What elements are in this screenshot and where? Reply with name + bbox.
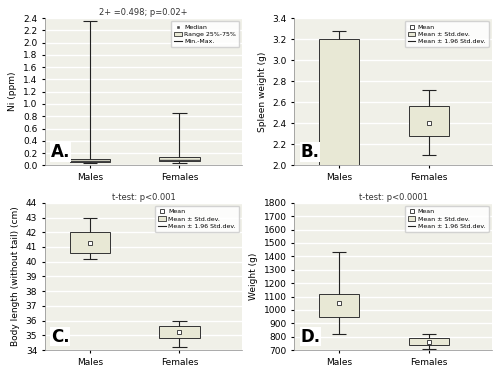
Y-axis label: Weight (g): Weight (g)	[249, 253, 258, 300]
Text: B.: B.	[300, 143, 320, 161]
Y-axis label: Body length (without tail) (cm): Body length (without tail) (cm)	[11, 207, 20, 346]
Legend: Mean, Mean ± Std.dev., Mean ± 1.96 Std.dev.: Mean, Mean ± Std.dev., Mean ± 1.96 Std.d…	[155, 206, 239, 232]
Bar	[408, 338, 449, 345]
Title: 2+ =0.498; p=0.02+: 2+ =0.498; p=0.02+	[100, 8, 188, 17]
Text: C.: C.	[51, 328, 70, 346]
Y-axis label: Ni (ppm): Ni (ppm)	[8, 72, 18, 111]
Legend: Mean, Mean ± Std.dev., Mean ± 1.96 Std.dev.: Mean, Mean ± Std.dev., Mean ± 1.96 Std.d…	[404, 21, 488, 47]
Bar	[319, 294, 360, 316]
Title: t-test: p<0.001: t-test: p<0.001	[112, 193, 176, 202]
Y-axis label: Spleen weight (g): Spleen weight (g)	[258, 51, 267, 132]
Text: A.: A.	[51, 143, 70, 161]
Legend: Mean, Mean ± Std.dev., Mean ± 1.96 Std.dev.: Mean, Mean ± Std.dev., Mean ± 1.96 Std.d…	[404, 206, 488, 232]
Title: t-test: p<0.0001: t-test: p<0.0001	[358, 193, 428, 202]
Bar	[319, 39, 360, 192]
Text: D.: D.	[300, 328, 320, 346]
Bar	[408, 106, 449, 136]
Bar	[70, 159, 110, 162]
Bar	[70, 232, 110, 253]
Bar	[160, 327, 200, 338]
Bar	[160, 157, 200, 161]
Legend: Median, Range 25%-75%, Min.-Max.: Median, Range 25%-75%, Min.-Max.	[171, 21, 239, 47]
